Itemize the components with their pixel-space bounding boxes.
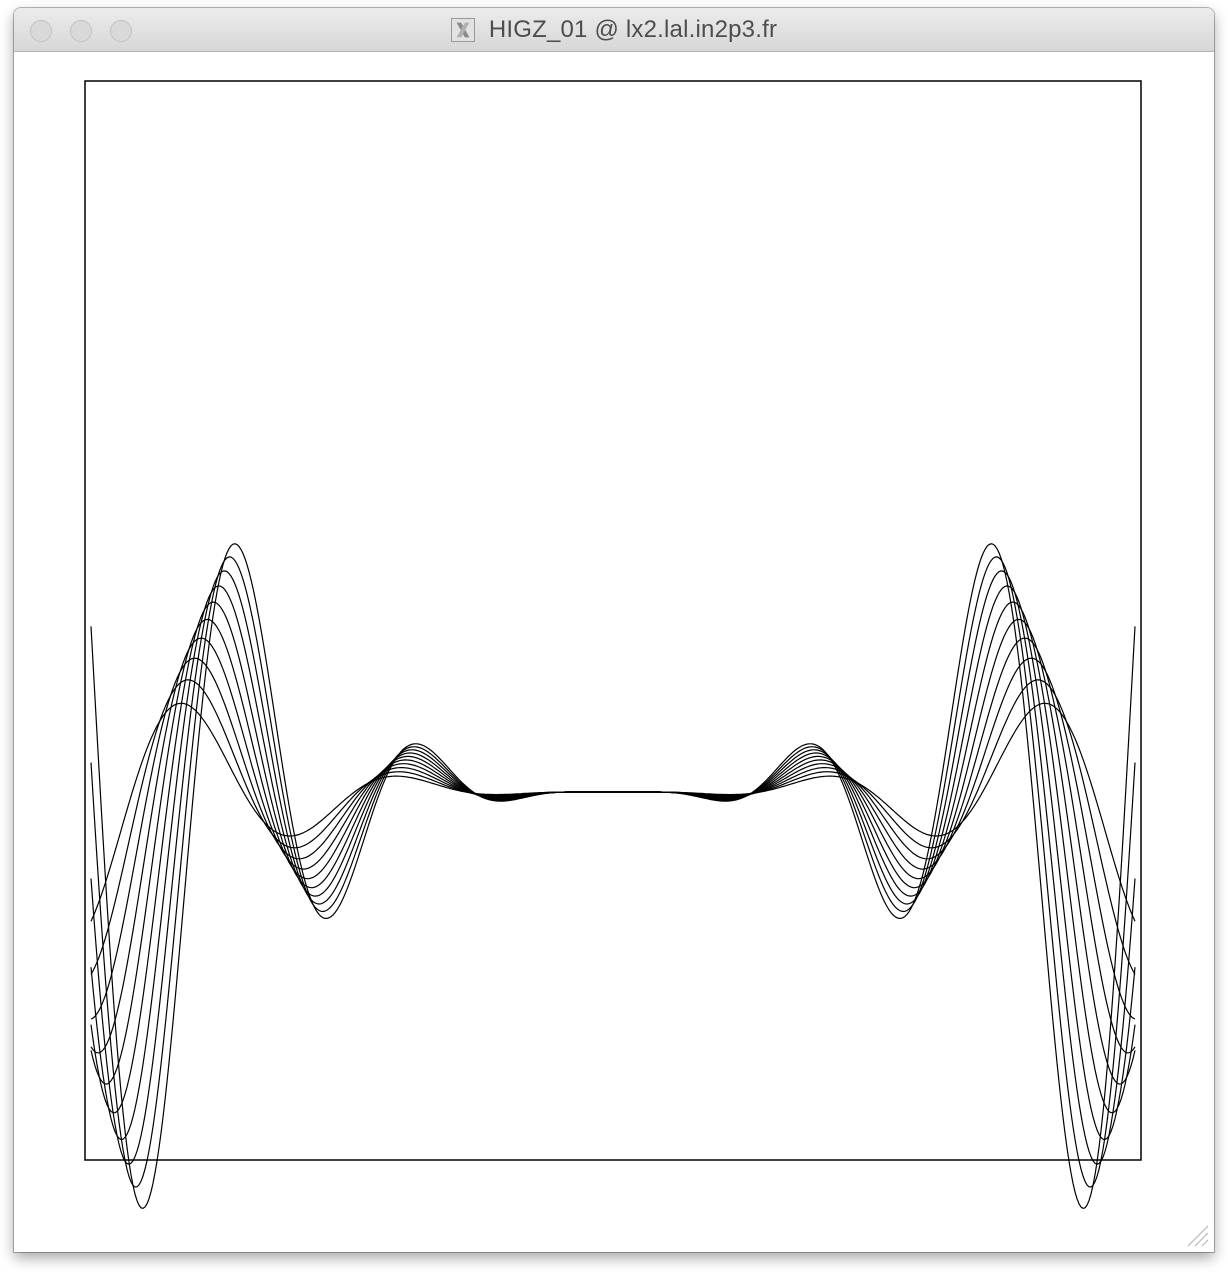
curve-3 [90, 657, 1136, 1020]
curve-9 [90, 556, 1136, 1188]
plot-svg [84, 80, 1142, 1210]
resize-grip-icon[interactable] [1184, 1222, 1210, 1248]
x11-icon [450, 18, 475, 42]
curve-1 [90, 702, 1136, 922]
curve-6 [90, 601, 1136, 1114]
curve-4 [90, 637, 1136, 1054]
curve-5 [90, 618, 1136, 1085]
curve-10 [90, 543, 1136, 1210]
minimize-button[interactable] [70, 20, 92, 42]
curve-group [90, 543, 1136, 1210]
x11-window: HIGZ_01 @ lx2.lal.in2p3.fr [14, 8, 1214, 1252]
window-title: HIGZ_01 @ lx2.lal.in2p3.fr [488, 16, 778, 43]
plot-frame [84, 80, 1142, 1161]
title-wrap: HIGZ_01 @ lx2.lal.in2p3.fr [14, 8, 1214, 52]
higz-canvas[interactable] [14, 52, 1214, 1252]
zoom-button[interactable] [110, 20, 132, 42]
curve-7 [90, 585, 1136, 1141]
window-titlebar[interactable]: HIGZ_01 @ lx2.lal.in2p3.fr [14, 8, 1214, 52]
close-button[interactable] [30, 20, 52, 42]
